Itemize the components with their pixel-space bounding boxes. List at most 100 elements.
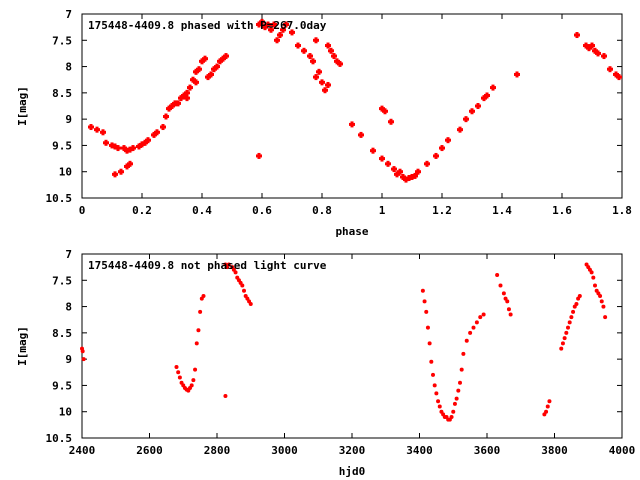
data-point [274, 37, 280, 44]
data-point [420, 288, 425, 293]
x-axis-label: phase [335, 225, 368, 238]
data-point [388, 118, 394, 125]
data-point [81, 357, 86, 362]
data-point [607, 66, 613, 73]
data-point [394, 171, 400, 178]
data-point [283, 21, 289, 28]
data-point [601, 304, 606, 309]
data-point [589, 42, 595, 49]
data-point [547, 399, 552, 404]
data-point [160, 124, 166, 131]
data-point [301, 47, 307, 54]
data-point [566, 325, 570, 330]
data-point [145, 137, 151, 144]
y-tick-label: 8 [65, 61, 72, 74]
data-point [103, 139, 109, 146]
data-point [256, 21, 262, 28]
data-point [184, 89, 190, 96]
data-point [198, 309, 203, 314]
data-point [484, 92, 490, 99]
data-point [379, 105, 385, 112]
data-point [370, 147, 376, 154]
y-tick-label: 10 [59, 166, 72, 179]
y-tick-label: 8.5 [52, 327, 72, 340]
data-point [262, 24, 268, 31]
data-point [461, 351, 466, 356]
data-point [427, 341, 432, 346]
data-points [80, 262, 608, 422]
data-point [601, 53, 607, 60]
data-point [259, 18, 265, 25]
data-point [265, 21, 271, 28]
data-point [233, 270, 238, 275]
x-tick-label: 2800 [204, 444, 231, 457]
data-point [190, 76, 196, 83]
data-point [226, 262, 231, 267]
data-point [592, 47, 598, 54]
data-point [163, 113, 169, 120]
data-point [454, 396, 459, 401]
data-point [475, 103, 481, 109]
data-point [586, 45, 592, 52]
y-tick-label: 10.5 [46, 432, 73, 445]
x-tick-label: 0 [79, 204, 86, 217]
y-tick-label: 7.5 [52, 34, 72, 47]
y-tick-label: 9 [65, 353, 72, 366]
data-point [422, 299, 427, 304]
data-point [437, 404, 442, 409]
data-point [307, 53, 313, 60]
data-point [560, 341, 565, 346]
data-point [468, 330, 473, 335]
data-point [457, 126, 463, 133]
data-point [242, 288, 246, 293]
data-point [240, 283, 245, 288]
data-point [220, 55, 226, 62]
data-point [208, 71, 214, 78]
data-point [598, 294, 603, 299]
data-point [613, 71, 619, 78]
data-point [196, 66, 202, 73]
data-point [564, 330, 569, 335]
data-point [181, 92, 187, 99]
data-point [571, 309, 576, 314]
data-point [451, 409, 456, 414]
data-point [319, 79, 325, 86]
data-point [449, 414, 454, 419]
data-point [458, 380, 462, 385]
data-point [189, 383, 194, 388]
data-point [127, 160, 133, 167]
data-point [100, 129, 106, 136]
data-point [434, 391, 439, 396]
data-point [559, 346, 564, 351]
data-point [595, 50, 601, 57]
data-point [127, 146, 133, 153]
data-point [544, 409, 549, 414]
data-point [567, 320, 572, 325]
data-point [478, 315, 483, 320]
data-point [589, 270, 594, 275]
x-tick-label: 4000 [609, 444, 636, 457]
data-point [471, 325, 476, 330]
data-point [80, 349, 85, 354]
data-point [474, 320, 479, 325]
data-point [569, 315, 574, 320]
data-point [325, 42, 331, 49]
y-tick-label: 9.5 [52, 139, 72, 152]
data-point [223, 53, 229, 60]
y-tick-label: 7 [65, 8, 72, 21]
data-point [400, 173, 406, 180]
data-point [445, 137, 451, 144]
data-point [223, 393, 228, 398]
data-point [490, 84, 496, 91]
data-point [456, 388, 461, 393]
y-axis-label: I[mag] [16, 86, 29, 126]
data-point [316, 68, 322, 75]
x-tick-label: 0.2 [132, 204, 152, 217]
x-tick-label: 3200 [339, 444, 366, 457]
data-point [151, 131, 157, 138]
x-axis-label: hjd0 [339, 465, 366, 478]
data-point [334, 58, 340, 65]
data-point [562, 336, 567, 341]
data-point [166, 105, 172, 112]
